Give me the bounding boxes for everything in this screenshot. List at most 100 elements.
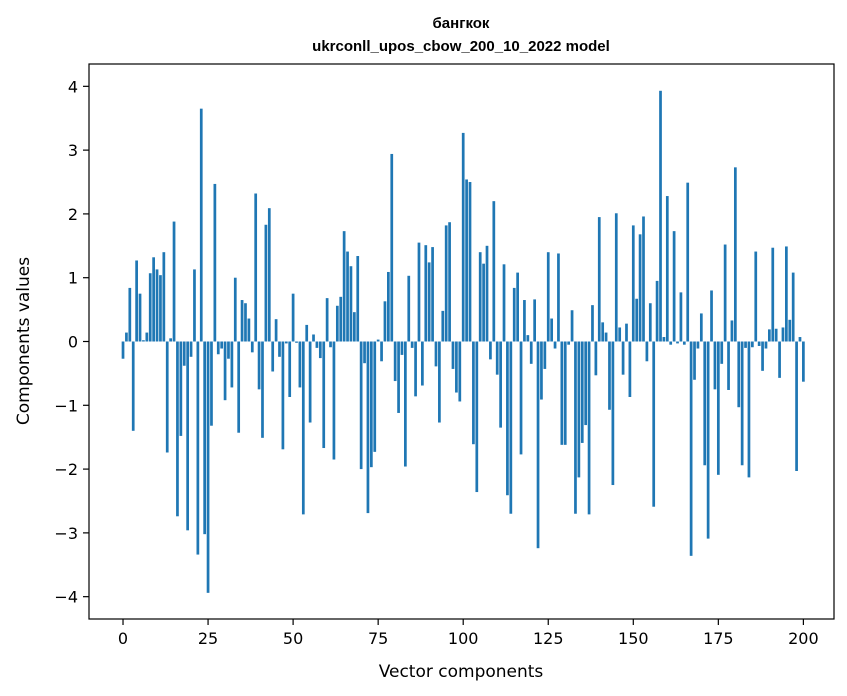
bar [563, 341, 567, 445]
bar [410, 341, 414, 348]
x-tick-label: 200 [788, 629, 819, 648]
bar [169, 338, 172, 342]
bar [182, 341, 186, 366]
bar [274, 319, 278, 342]
y-tick-label: −4 [54, 588, 78, 607]
bar [662, 337, 666, 342]
bar [472, 341, 475, 445]
bar [795, 341, 798, 471]
bar [611, 341, 615, 486]
bar [407, 275, 411, 342]
bar [778, 341, 781, 378]
y-tick-label: 3 [68, 141, 78, 160]
bar [710, 290, 713, 342]
bar [642, 216, 645, 342]
bar [703, 341, 707, 466]
y-axis: −4 −3 −2 −1 0 1 2 3 4 [54, 77, 89, 607]
bar [478, 252, 482, 342]
bar [213, 183, 217, 342]
bar [250, 341, 254, 353]
bar [689, 341, 693, 556]
bar [740, 341, 744, 466]
bar [764, 341, 768, 349]
bar [751, 341, 754, 348]
x-tick-label: 50 [283, 629, 303, 648]
bar [771, 247, 775, 342]
y-tick-label: −1 [54, 396, 78, 415]
bar [706, 341, 710, 539]
bar [737, 341, 741, 408]
bar [747, 341, 751, 478]
bar [761, 341, 764, 371]
bar [315, 341, 319, 348]
bar [669, 341, 673, 345]
bar [506, 341, 509, 496]
bar [189, 341, 193, 357]
bar [557, 253, 560, 342]
bar [686, 182, 690, 342]
bar [744, 341, 747, 348]
bar [237, 341, 241, 433]
bar [788, 319, 792, 342]
bar [628, 341, 632, 397]
bar [665, 196, 669, 342]
bar [768, 329, 771, 342]
bar [781, 327, 785, 342]
bar [577, 341, 581, 478]
bar [550, 318, 554, 342]
bar [567, 341, 571, 345]
bar [604, 332, 608, 342]
bar [271, 341, 275, 372]
bar [206, 341, 210, 593]
bar [458, 341, 462, 402]
bar [587, 341, 591, 515]
bar [165, 341, 169, 453]
bar [431, 247, 434, 342]
bar [203, 341, 207, 535]
bar [509, 341, 513, 514]
bar [635, 298, 639, 342]
bar [233, 277, 237, 342]
bar [298, 341, 302, 388]
bar [499, 341, 502, 428]
bar [186, 341, 190, 531]
bar [424, 245, 428, 342]
bar [574, 341, 577, 514]
bar [696, 341, 700, 349]
bar [138, 293, 142, 342]
bar [176, 341, 179, 517]
y-tick-label: −2 [54, 460, 78, 479]
bar [193, 269, 196, 342]
y-tick-label: −3 [54, 524, 78, 543]
bar [785, 246, 788, 342]
bar [125, 332, 128, 342]
bar [145, 332, 149, 342]
bar [638, 234, 642, 342]
bar [142, 340, 145, 342]
bar [155, 269, 159, 342]
bar [495, 341, 499, 375]
bar [489, 341, 492, 360]
bar [699, 313, 703, 342]
bar [451, 341, 455, 369]
bar [373, 341, 377, 452]
bar [733, 167, 737, 342]
bar [223, 341, 227, 401]
bar [332, 341, 336, 460]
bar [356, 256, 360, 342]
bar [648, 303, 652, 342]
bar [526, 335, 530, 342]
bar [621, 341, 625, 375]
bar [247, 318, 251, 342]
bar [305, 324, 309, 342]
bar [393, 341, 397, 382]
bar [284, 341, 288, 344]
bar [655, 280, 659, 342]
bar [546, 252, 550, 342]
chart-title-line1: бангкок [433, 15, 490, 32]
bar [601, 322, 605, 342]
bars-group [121, 90, 805, 593]
bar [727, 341, 730, 390]
bar [264, 224, 268, 342]
